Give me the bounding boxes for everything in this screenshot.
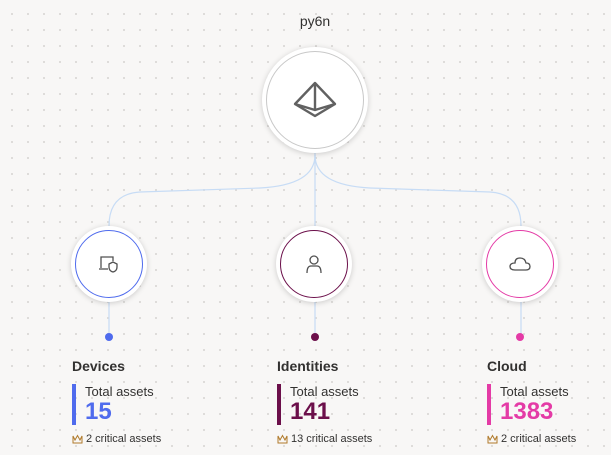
crown-icon xyxy=(72,434,83,444)
total-value: 15 xyxy=(85,398,112,425)
root-title: py6n xyxy=(299,13,331,29)
devices-card[interactable]: Devices Total assets 15 2 critical asset… xyxy=(72,358,161,445)
category-name: Identities xyxy=(277,358,339,374)
critical-assets[interactable]: 2 critical assets xyxy=(501,433,577,445)
devices-node[interactable] xyxy=(71,226,147,302)
critical-assets[interactable]: 13 critical assets xyxy=(291,433,373,445)
cloud-card[interactable]: Cloud Total assets 1383 2 critical asset… xyxy=(487,358,576,445)
identities-node[interactable] xyxy=(276,226,352,302)
identities-card[interactable]: Identities Total assets 141 13 critical … xyxy=(277,358,372,445)
category-name: Devices xyxy=(72,358,125,374)
crown-icon xyxy=(487,434,498,444)
total-label: Total assets xyxy=(500,384,569,399)
crown-icon xyxy=(277,434,288,444)
total-value: 141 xyxy=(290,398,331,425)
cloud-icon xyxy=(509,257,531,271)
devices-dot xyxy=(105,333,113,341)
device-shield-icon xyxy=(99,256,118,273)
pyramid-icon xyxy=(293,81,337,118)
identities-dot xyxy=(311,333,319,341)
total-value: 1383 xyxy=(500,398,554,425)
root-node[interactable] xyxy=(262,47,368,153)
total-label: Total assets xyxy=(85,384,154,399)
color-bar xyxy=(277,384,281,425)
color-bar xyxy=(487,384,491,425)
color-bar xyxy=(72,384,76,425)
person-icon xyxy=(306,255,322,274)
category-name: Cloud xyxy=(487,358,527,374)
cloud-node[interactable] xyxy=(482,226,558,302)
critical-assets[interactable]: 2 critical assets xyxy=(86,433,162,445)
total-label: Total assets xyxy=(290,384,359,399)
cloud-dot xyxy=(516,333,524,341)
